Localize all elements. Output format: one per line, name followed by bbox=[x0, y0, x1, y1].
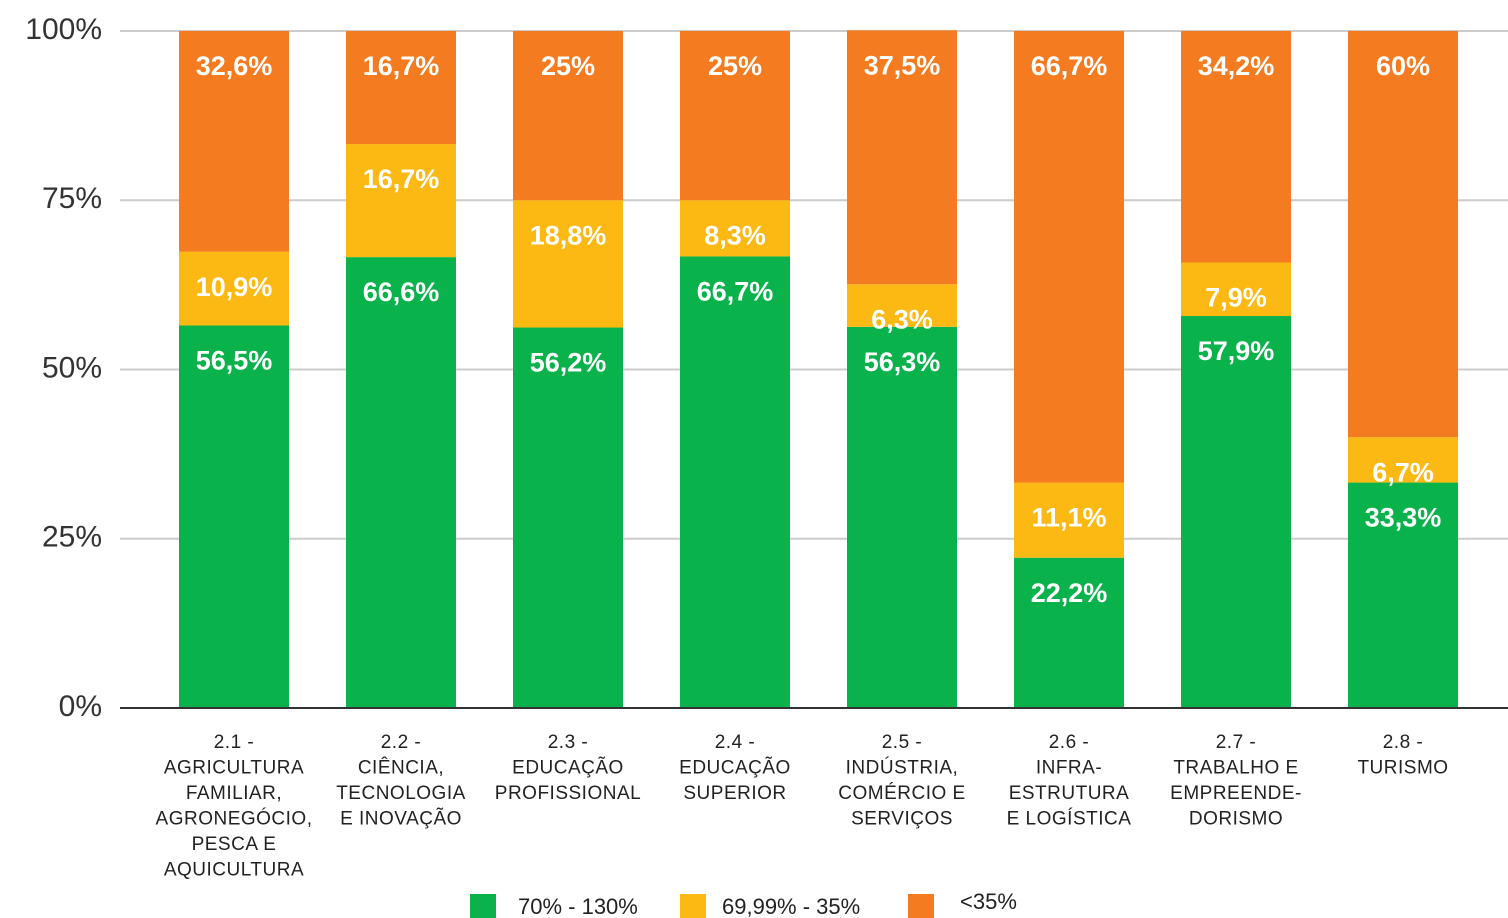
bar-segment bbox=[513, 31, 623, 201]
x-tick-label: EDUCAÇÃO bbox=[679, 757, 791, 779]
data-label: 33,3% bbox=[1365, 503, 1442, 533]
x-tick-label: 2.1 - bbox=[214, 732, 255, 753]
bar-segment bbox=[847, 30, 957, 285]
x-tick-label: EMPREENDE- bbox=[1170, 783, 1302, 804]
y-tick-label: 50% bbox=[42, 351, 102, 384]
bar-segment bbox=[1348, 482, 1458, 708]
data-label: 56,2% bbox=[530, 348, 607, 378]
legend-label: 69,99% - 35% bbox=[722, 894, 860, 918]
bar-segment bbox=[179, 251, 289, 326]
y-tick-label: 0% bbox=[59, 690, 102, 723]
data-label: 60% bbox=[1376, 51, 1430, 81]
bar-segment bbox=[346, 144, 456, 258]
bar-segment bbox=[847, 284, 957, 327]
bar-segment bbox=[346, 31, 456, 145]
data-label: 16,7% bbox=[363, 51, 440, 81]
data-label: 34,2% bbox=[1198, 51, 1275, 81]
data-label: 57,9% bbox=[1198, 336, 1275, 366]
x-tick-label: PROFISSIONAL bbox=[495, 783, 641, 804]
bar-segment bbox=[680, 256, 790, 708]
x-tick-label: COMÉRCIO E bbox=[838, 783, 965, 804]
data-label: 66,6% bbox=[363, 277, 440, 307]
data-label: 25% bbox=[708, 51, 762, 81]
x-tick-label: E LOGÍSTICA bbox=[1007, 809, 1132, 830]
x-tick-label: SERVIÇOS bbox=[851, 809, 953, 830]
bar-segment bbox=[513, 327, 623, 708]
x-tick-label: 2.4 - bbox=[715, 732, 756, 753]
x-tick-label: TRABALHO E bbox=[1173, 758, 1298, 779]
bar-segment bbox=[179, 31, 289, 252]
legend-swatch bbox=[470, 894, 496, 918]
x-tick-label: EDUCAÇÃO bbox=[512, 757, 624, 779]
x-tick-label: 2.2 - bbox=[381, 732, 422, 753]
x-tick-label: TECNOLOGIA bbox=[336, 783, 466, 804]
data-label: 8,3% bbox=[704, 220, 766, 250]
bar-segment bbox=[847, 326, 957, 708]
data-label: 56,5% bbox=[196, 346, 273, 376]
legend-swatch bbox=[680, 894, 706, 918]
x-tick-label: AGRONEGÓCIO, bbox=[156, 808, 313, 830]
bar-segment bbox=[513, 200, 623, 328]
data-label: 56,3% bbox=[864, 347, 941, 377]
x-tick-label: 2.7 - bbox=[1216, 732, 1257, 753]
legend-swatch bbox=[908, 894, 934, 918]
data-label: 66,7% bbox=[697, 277, 774, 307]
y-tick-label: 25% bbox=[42, 521, 102, 554]
bar-segment bbox=[1348, 31, 1458, 438]
legend-label: <35% bbox=[960, 889, 1017, 914]
x-tick-label: 2.8 - bbox=[1383, 732, 1424, 753]
data-label: 6,3% bbox=[871, 304, 933, 334]
x-tick-label: ESTRUTURA bbox=[1009, 783, 1130, 804]
bar-segment bbox=[346, 257, 456, 708]
x-tick-label: AQUICULTURA bbox=[164, 860, 304, 881]
data-label: 25% bbox=[541, 51, 595, 81]
legend-label: 70% - 130% bbox=[518, 894, 638, 918]
data-label: 66,7% bbox=[1031, 51, 1108, 81]
x-tick-label: TURISMO bbox=[1357, 758, 1448, 779]
data-label: 22,2% bbox=[1031, 578, 1108, 608]
x-tick-label: CIÊNCIA, bbox=[358, 757, 444, 779]
data-label: 7,9% bbox=[1205, 283, 1267, 313]
data-label: 18,8% bbox=[530, 220, 607, 250]
y-tick-label: 75% bbox=[42, 182, 102, 215]
y-tick-label: 100% bbox=[25, 13, 102, 46]
bar-segment bbox=[179, 325, 289, 708]
bar-segment bbox=[1181, 262, 1291, 317]
x-tick-label: E INOVAÇÃO bbox=[340, 808, 462, 830]
data-label: 10,9% bbox=[196, 272, 273, 302]
x-tick-label: FAMILIAR, bbox=[186, 783, 282, 804]
data-label: 6,7% bbox=[1372, 457, 1434, 487]
bar-segment bbox=[680, 200, 790, 257]
bar-segment bbox=[1014, 31, 1124, 483]
x-tick-label: INFRA- bbox=[1036, 758, 1102, 779]
x-tick-label: 2.6 - bbox=[1049, 732, 1090, 753]
x-tick-label: AGRICULTURA bbox=[164, 758, 304, 779]
bar-segment bbox=[1014, 557, 1124, 708]
x-tick-label: 2.3 - bbox=[548, 732, 589, 753]
x-tick-label: SUPERIOR bbox=[683, 783, 786, 804]
bar-segment bbox=[1014, 482, 1124, 558]
bar-segment bbox=[1181, 31, 1291, 263]
bar-segment bbox=[1181, 316, 1291, 708]
x-tick-label: INDÚSTRIA, bbox=[846, 757, 959, 779]
data-label: 16,7% bbox=[363, 164, 440, 194]
data-label: 32,6% bbox=[196, 51, 273, 81]
x-tick-label: DORISMO bbox=[1189, 809, 1283, 830]
x-tick-label: 2.5 - bbox=[882, 732, 923, 753]
data-label: 11,1% bbox=[1031, 503, 1106, 533]
bar-segment bbox=[1348, 437, 1458, 483]
bar-segment bbox=[680, 31, 790, 201]
x-tick-label: PESCA E bbox=[192, 834, 277, 855]
data-label: 37,5% bbox=[864, 50, 941, 80]
